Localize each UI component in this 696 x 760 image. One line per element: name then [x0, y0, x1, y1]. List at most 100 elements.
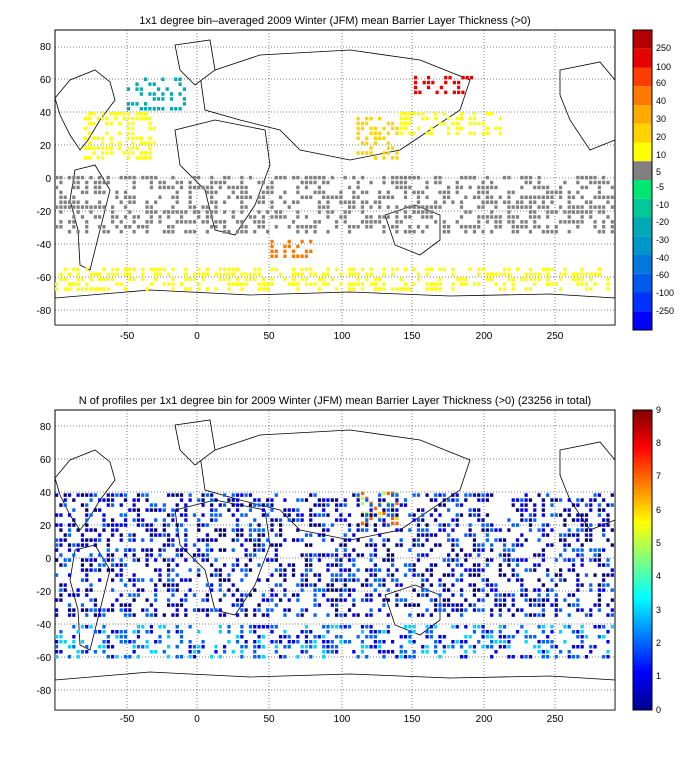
bin-cell: [408, 287, 412, 291]
bin-cell: [567, 568, 571, 572]
bin-cell: [300, 518, 304, 522]
bin-cell: [485, 272, 489, 277]
bin-cell: [88, 111, 92, 116]
bin-cell: [313, 635, 317, 639]
bin-cell: [580, 210, 584, 214]
bin-cell: [89, 608, 93, 612]
bin-cell: [105, 151, 109, 155]
bin-cell: [369, 573, 373, 577]
bin-cell: [184, 598, 188, 602]
bin-cell: [128, 277, 132, 281]
bin-cell: [559, 573, 563, 577]
bin-cell: [235, 635, 240, 639]
bin-cell: [188, 180, 192, 185]
bin-cell: [494, 640, 498, 644]
bin-cell: [300, 583, 304, 587]
bin-cell: [395, 583, 399, 587]
bin-cell: [231, 583, 235, 587]
bin-cell: [98, 553, 102, 557]
bin-cell: [266, 513, 270, 517]
bin-cell: [563, 558, 567, 562]
bin-cell: [266, 613, 270, 617]
bin-cell: [503, 553, 507, 557]
bin-cell: [270, 200, 274, 204]
bin-cell: [399, 598, 403, 602]
bin-cell: [139, 111, 143, 116]
bin-cell: [76, 655, 80, 659]
bin-cell: [429, 126, 433, 131]
bin-cell: [477, 190, 481, 195]
bin-cell: [261, 548, 265, 552]
bin-cell: [144, 151, 148, 155]
bin-cell: [291, 254, 296, 259]
bin-cell: [261, 613, 265, 617]
bin-cell: [139, 92, 143, 96]
bin-cell: [416, 205, 421, 209]
bin-cell: [554, 225, 558, 229]
bin-cell: [291, 282, 296, 286]
bin-cell: [335, 603, 339, 607]
bin-cell: [602, 205, 606, 209]
bin-cell: [145, 205, 149, 209]
bin-cell: [162, 583, 166, 587]
colorbar-labels: 250 100 60 40 30 20 10 5 -5 -10 -20 -30 …: [656, 43, 674, 316]
bin-cell: [554, 498, 558, 502]
bin-cell: [352, 272, 356, 277]
bin-cell: [520, 655, 524, 659]
colorbar-label: 60: [656, 78, 666, 88]
colorbar-swatch: [633, 180, 652, 199]
bin-cell: [335, 225, 339, 229]
bin-cell: [459, 613, 464, 617]
bin-cell: [559, 650, 563, 654]
bin-cell: [593, 205, 597, 209]
bin-cell: [132, 503, 136, 507]
bin-cell: [188, 655, 192, 659]
bin-cell: [235, 282, 240, 286]
bin-cell: [343, 543, 347, 547]
bin-cell: [382, 603, 386, 607]
bin-cell: [481, 635, 485, 639]
bin-cell: [339, 503, 343, 507]
bin-cell: [179, 630, 184, 634]
bin-cell: [382, 267, 386, 272]
bin-cell: [378, 568, 382, 572]
bin-cell: [464, 277, 468, 281]
chart-title: 1x1 degree bin–averaged 2009 Winter (JFM…: [139, 15, 530, 27]
bin-cell: [464, 640, 468, 644]
bin-cell: [382, 498, 386, 502]
bin-cell: [76, 548, 80, 552]
bin-cell: [408, 185, 412, 190]
bin-cell: [326, 645, 330, 649]
colorbar-label: -30: [656, 235, 669, 245]
bin-cell: [119, 538, 123, 542]
bin-cell: [171, 538, 175, 542]
bin-cell: [330, 538, 334, 542]
x-tick-label: 100: [334, 331, 351, 342]
bin-cell: [197, 553, 201, 557]
bin-cell: [322, 588, 326, 592]
bin-cell: [88, 116, 92, 121]
bin-cell: [490, 185, 494, 190]
bin-cell: [244, 548, 248, 552]
bin-cell: [546, 277, 550, 281]
bin-cell: [541, 598, 545, 602]
bin-cell: [533, 200, 537, 204]
bin-cell: [80, 578, 85, 582]
bin-cell: [261, 277, 265, 281]
bin-cell: [481, 528, 485, 532]
bin-cell: [451, 583, 455, 587]
bin-cell: [174, 107, 178, 111]
bin-cell: [59, 513, 63, 517]
bin-cell: [528, 180, 533, 185]
bin-cell: [326, 180, 330, 185]
bin-cell: [283, 538, 287, 542]
bin-cell: [559, 578, 563, 582]
bin-cell: [563, 523, 567, 527]
bin-cell: [347, 553, 352, 557]
bin-cell: [291, 518, 296, 522]
bin-cell: [421, 573, 425, 577]
bin-cell: [335, 645, 339, 649]
bin-cell: [606, 630, 610, 634]
bin-cell: [89, 205, 93, 209]
bin-cell: [606, 538, 610, 542]
